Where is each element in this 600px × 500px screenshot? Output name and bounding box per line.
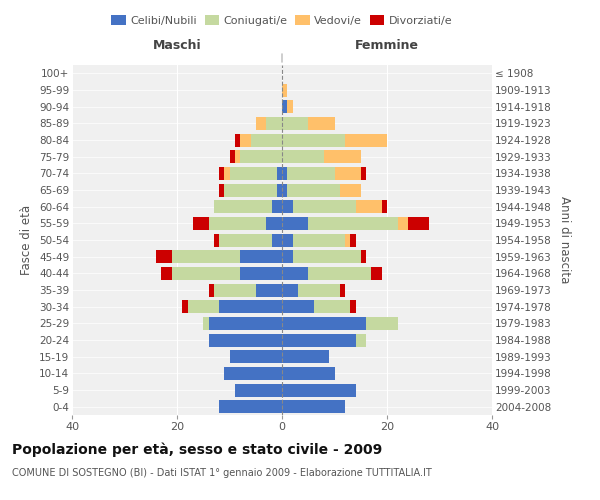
Bar bbox=[282, 134, 345, 146]
Bar bbox=[293, 234, 345, 246]
Bar bbox=[361, 250, 366, 263]
Bar bbox=[287, 167, 335, 180]
Bar bbox=[287, 184, 340, 196]
Bar bbox=[224, 367, 282, 380]
Bar bbox=[172, 250, 240, 263]
Bar bbox=[340, 184, 361, 196]
Bar bbox=[229, 150, 235, 163]
Bar bbox=[366, 317, 398, 330]
Bar bbox=[214, 200, 271, 213]
Bar bbox=[271, 234, 282, 246]
Bar bbox=[350, 234, 355, 246]
Bar bbox=[214, 234, 219, 246]
Legend: Celibi/Nubili, Coniugati/e, Vedovi/e, Divorziati/e: Celibi/Nubili, Coniugati/e, Vedovi/e, Di… bbox=[107, 10, 457, 30]
Bar bbox=[209, 317, 282, 330]
Bar bbox=[193, 217, 209, 230]
Bar bbox=[314, 300, 350, 313]
Bar bbox=[287, 100, 293, 113]
Bar bbox=[345, 134, 387, 146]
Bar bbox=[235, 134, 240, 146]
Y-axis label: Fasce di età: Fasce di età bbox=[20, 205, 34, 275]
Text: COMUNE DI SOSTEGNO (BI) - Dati ISTAT 1° gennaio 2009 - Elaborazione TUTTITALIA.I: COMUNE DI SOSTEGNO (BI) - Dati ISTAT 1° … bbox=[12, 468, 432, 477]
Bar bbox=[187, 300, 219, 313]
Bar bbox=[340, 284, 345, 296]
Bar bbox=[256, 284, 282, 296]
Bar bbox=[271, 200, 282, 213]
Bar bbox=[282, 384, 355, 396]
Bar bbox=[382, 200, 387, 213]
Bar bbox=[282, 250, 293, 263]
Bar bbox=[219, 400, 282, 413]
Bar bbox=[282, 284, 298, 296]
Bar bbox=[282, 334, 355, 346]
Bar bbox=[161, 267, 172, 280]
Bar bbox=[282, 234, 293, 246]
Bar bbox=[240, 150, 282, 163]
Bar bbox=[219, 167, 224, 180]
Y-axis label: Anni di nascita: Anni di nascita bbox=[558, 196, 571, 284]
Bar bbox=[293, 250, 361, 263]
Bar bbox=[282, 84, 287, 96]
Bar bbox=[350, 300, 355, 313]
Bar bbox=[282, 367, 335, 380]
Bar bbox=[251, 134, 282, 146]
Bar bbox=[371, 267, 382, 280]
Bar bbox=[355, 334, 366, 346]
Bar bbox=[293, 200, 355, 213]
Bar bbox=[219, 234, 271, 246]
Bar bbox=[282, 167, 287, 180]
Bar bbox=[277, 167, 282, 180]
Bar bbox=[361, 167, 366, 180]
Text: Femmine: Femmine bbox=[355, 38, 419, 52]
Bar bbox=[266, 217, 282, 230]
Text: Popolazione per età, sesso e stato civile - 2009: Popolazione per età, sesso e stato civil… bbox=[12, 442, 382, 457]
Bar bbox=[282, 200, 293, 213]
Bar bbox=[172, 267, 240, 280]
Bar bbox=[408, 217, 429, 230]
Bar bbox=[277, 184, 282, 196]
Bar bbox=[308, 217, 398, 230]
Bar bbox=[256, 117, 266, 130]
Bar bbox=[335, 167, 361, 180]
Bar bbox=[282, 317, 366, 330]
Bar bbox=[182, 300, 187, 313]
Bar bbox=[266, 117, 282, 130]
Bar bbox=[224, 167, 229, 180]
Bar bbox=[229, 167, 277, 180]
Bar bbox=[282, 150, 324, 163]
Bar bbox=[355, 200, 382, 213]
Bar bbox=[398, 217, 408, 230]
Bar bbox=[235, 384, 282, 396]
Bar bbox=[209, 217, 266, 230]
Bar bbox=[282, 300, 314, 313]
Bar bbox=[282, 400, 345, 413]
Bar bbox=[219, 184, 224, 196]
Bar bbox=[229, 350, 282, 363]
Bar bbox=[282, 117, 308, 130]
Bar bbox=[324, 150, 361, 163]
Bar bbox=[156, 250, 172, 263]
Bar bbox=[282, 100, 287, 113]
Bar bbox=[203, 317, 209, 330]
Bar bbox=[345, 234, 350, 246]
Bar bbox=[224, 184, 277, 196]
Bar bbox=[308, 267, 371, 280]
Bar bbox=[235, 150, 240, 163]
Bar bbox=[282, 350, 329, 363]
Bar bbox=[214, 284, 256, 296]
Bar bbox=[282, 184, 287, 196]
Bar bbox=[219, 300, 282, 313]
Bar bbox=[308, 117, 335, 130]
Bar bbox=[282, 217, 308, 230]
Bar bbox=[240, 267, 282, 280]
Text: Maschi: Maschi bbox=[152, 38, 202, 52]
Bar bbox=[298, 284, 340, 296]
Bar bbox=[282, 267, 308, 280]
Bar bbox=[209, 284, 214, 296]
Bar bbox=[240, 250, 282, 263]
Bar bbox=[240, 134, 251, 146]
Bar bbox=[209, 334, 282, 346]
